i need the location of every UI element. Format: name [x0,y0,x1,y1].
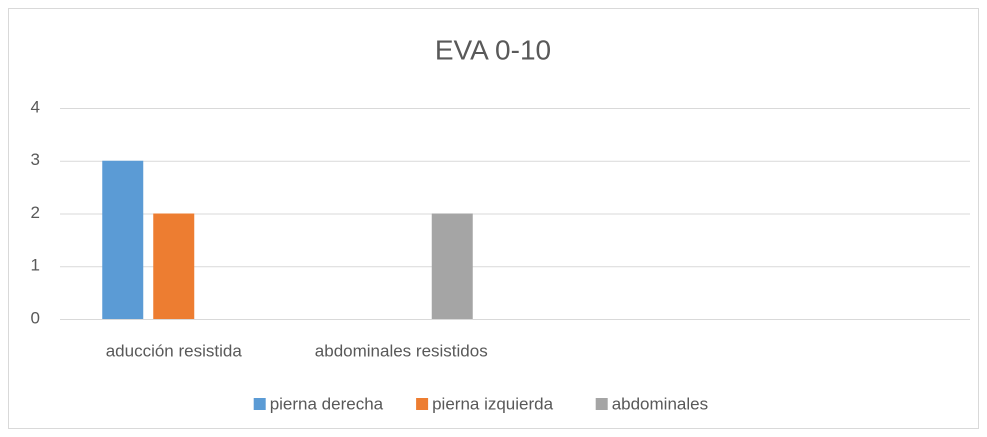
y-tick-label: 1 [31,256,40,275]
legend-swatch [595,398,608,410]
bar [153,213,195,319]
legend-label: abdominales [612,394,708,413]
legend-swatch [416,398,429,410]
bar [102,160,144,319]
x-tick-label: abdominales resistidos [315,341,488,360]
legend-swatch [253,398,266,410]
y-tick-label: 2 [31,203,40,222]
y-tick-label: 0 [31,308,40,327]
chart-title: EVA 0-10 [435,34,551,65]
y-tick-label: 4 [31,97,40,116]
bar [431,213,473,319]
legend-label: pierna izquierda [432,394,554,413]
y-tick-label: 3 [31,150,40,169]
legend-label: pierna derecha [270,394,384,413]
x-tick-label: aducción resistida [106,341,243,360]
